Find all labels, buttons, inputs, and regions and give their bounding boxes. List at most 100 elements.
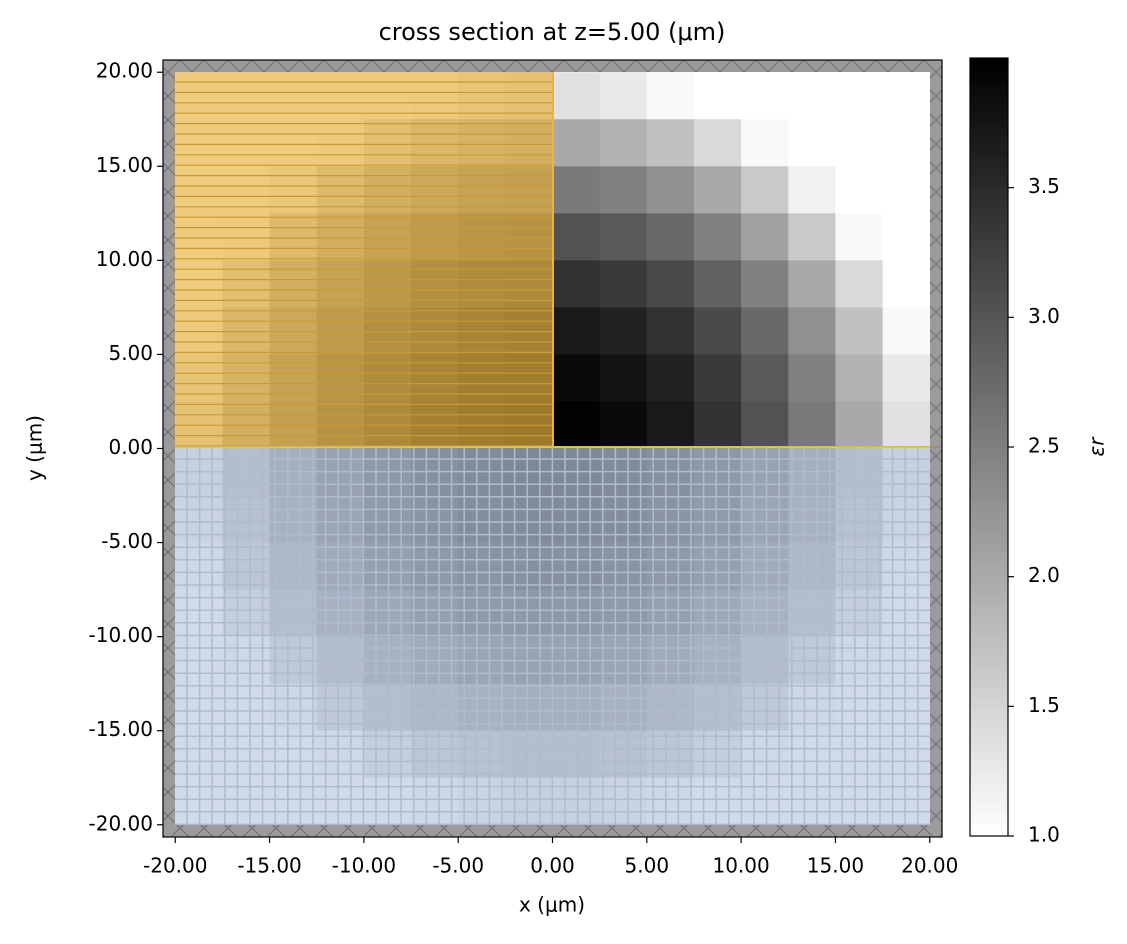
heatmap-cell [599,354,648,402]
colorbar-step [970,304,1008,312]
heatmap-cell [599,119,648,167]
monitor-grid [175,447,930,826]
colorbar-step [970,109,1008,117]
colorbar-step [970,447,1008,455]
x-tick-label: 15.00 [807,854,864,878]
heatmap-cell [741,307,789,355]
heatmap-cell [693,354,742,402]
heatmap-cell [788,354,836,402]
heatmap-cell [788,307,836,355]
colorbar-step [970,563,1008,571]
colorbar-step [970,647,1008,656]
colorbar-step [970,246,1008,254]
colorbar-step [970,550,1008,558]
colorbar-step [970,680,1008,688]
source-region [175,72,553,447]
colorbar-step [970,362,1008,370]
x-tick-label: 10.00 [712,854,769,878]
colorbar-step [970,58,1008,66]
colorbar-step [970,719,1008,727]
colorbar-step [970,187,1008,195]
colorbar-tick-label: 1.0 [1028,823,1060,847]
colorbar-step [970,122,1008,130]
colorbar-step [970,738,1008,746]
colorbar-step [970,174,1008,182]
colorbar-step [970,200,1008,208]
colorbar-step [970,414,1008,422]
y-tick-label: 0.00 [108,435,153,459]
colorbar-step [970,505,1008,513]
heatmap-cell [646,260,695,308]
colorbar-step [970,686,1008,694]
colorbar-label: εr [1085,436,1109,457]
heatmap-cell [741,119,789,167]
colorbar-step [970,771,1008,779]
colorbar-step [970,453,1008,461]
colorbar-step [970,168,1008,176]
colorbar-step [970,382,1008,390]
colorbar-step [970,602,1008,610]
colorbar-step [970,518,1008,526]
colorbar-step [970,265,1008,273]
heatmap-cell [552,401,601,449]
colorbar-step [970,660,1008,669]
overlays [163,60,942,837]
heatmap-cell [882,260,931,308]
colorbar-step [970,823,1008,831]
colorbar [970,58,1008,837]
colorbar-step [970,155,1008,163]
colorbar-step [970,712,1008,720]
colorbar-step [970,349,1008,357]
y-tick-label: -20.00 [89,811,153,835]
colorbar-step [970,148,1008,156]
colorbar-step [970,388,1008,396]
heatmap-cell [552,307,601,355]
colorbar-step [970,459,1008,468]
colorbar-step [970,297,1008,305]
colorbar-step [970,220,1008,228]
heatmap-cell [599,401,648,449]
heatmap-cell [882,307,931,355]
colorbar-step [970,278,1008,286]
heatmap-cell [741,213,789,261]
heatmap-cell [788,166,836,214]
colorbar-step [970,667,1008,675]
colorbar-step [970,706,1008,714]
colorbar-step [970,583,1008,591]
colorbar-step [970,252,1008,260]
heatmap-cell [882,119,931,167]
heatmap-cell [646,72,695,120]
x-axis-label: x (μm) [519,893,585,917]
heatmap-cell [646,401,695,449]
colorbar-step [970,498,1008,506]
colorbar-step [970,764,1008,772]
colorbar-step [970,421,1008,429]
heatmap-cell [882,401,931,449]
colorbar-tick-label: 2.5 [1028,434,1060,458]
heatmap-cell [552,354,601,402]
colorbar-step [970,434,1008,442]
heatmap-cell [741,401,789,449]
x-tick-label: -20.00 [143,854,207,878]
y-tick-label: 20.00 [96,59,153,83]
colorbar-step [970,226,1008,234]
heatmap-cell [835,72,884,120]
x-tick-label: 0.00 [530,854,575,878]
colorbar-step [970,291,1008,299]
colorbar-step [970,330,1008,338]
colorbar-tick-label: 3.5 [1028,174,1060,198]
x-tick-label: -15.00 [237,854,301,878]
colorbar-step [970,758,1008,766]
colorbar-step [970,142,1008,150]
heatmap-cell [741,166,789,214]
colorbar-step [970,531,1008,539]
y-tick-label: 15.00 [96,153,153,177]
y-axis-label: y (μm) [23,415,47,481]
y-tick-label: 10.00 [96,247,153,271]
source-lines [175,81,553,447]
colorbar-step [970,576,1008,584]
heatmap-cell [693,213,742,261]
x-tick-label: -10.00 [332,854,396,878]
colorbar-step [970,641,1008,649]
